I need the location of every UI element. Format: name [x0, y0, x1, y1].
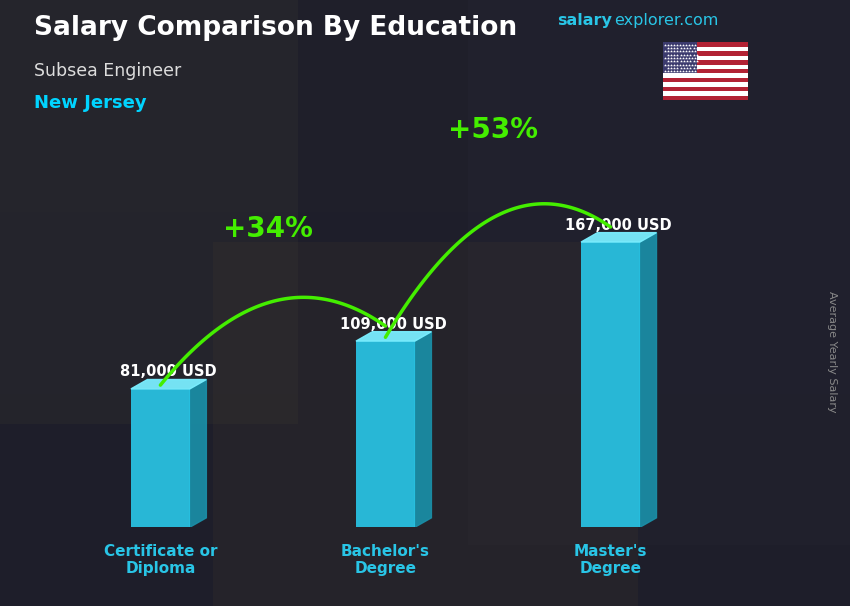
Bar [663, 56, 748, 60]
Bar [663, 42, 748, 47]
Polygon shape [131, 379, 207, 389]
Bar [131, 389, 190, 527]
Text: 81,000 USD: 81,000 USD [121, 364, 217, 379]
Bar [663, 91, 748, 96]
Text: Average Yearly Salary: Average Yearly Salary [827, 291, 837, 412]
Bar [663, 96, 748, 100]
FancyBboxPatch shape [0, 0, 510, 212]
Polygon shape [640, 233, 656, 527]
Polygon shape [356, 331, 432, 341]
Polygon shape [190, 379, 207, 527]
Polygon shape [581, 233, 656, 242]
Bar [663, 65, 748, 69]
Bar [663, 78, 748, 82]
Bar [663, 42, 697, 73]
Text: +34%: +34% [223, 215, 313, 244]
Text: +53%: +53% [448, 116, 538, 144]
Text: 167,000 USD: 167,000 USD [565, 218, 672, 233]
Text: Salary Comparison By Education: Salary Comparison By Education [34, 15, 517, 41]
FancyBboxPatch shape [0, 0, 298, 424]
FancyBboxPatch shape [0, 394, 850, 606]
Bar [663, 73, 748, 78]
Bar [663, 69, 748, 73]
Bar [663, 52, 748, 56]
Bar [663, 60, 748, 65]
Text: New Jersey: New Jersey [34, 94, 146, 112]
Text: explorer.com: explorer.com [615, 13, 719, 28]
Bar [663, 82, 748, 87]
Text: Subsea Engineer: Subsea Engineer [34, 62, 181, 80]
Text: salary: salary [557, 13, 612, 28]
Bar [356, 341, 415, 527]
Bar [663, 87, 748, 91]
Text: 109,000 USD: 109,000 USD [340, 317, 447, 331]
FancyBboxPatch shape [212, 242, 638, 606]
Polygon shape [415, 331, 432, 527]
Bar [663, 47, 748, 52]
FancyBboxPatch shape [468, 0, 850, 545]
Bar [581, 242, 640, 527]
